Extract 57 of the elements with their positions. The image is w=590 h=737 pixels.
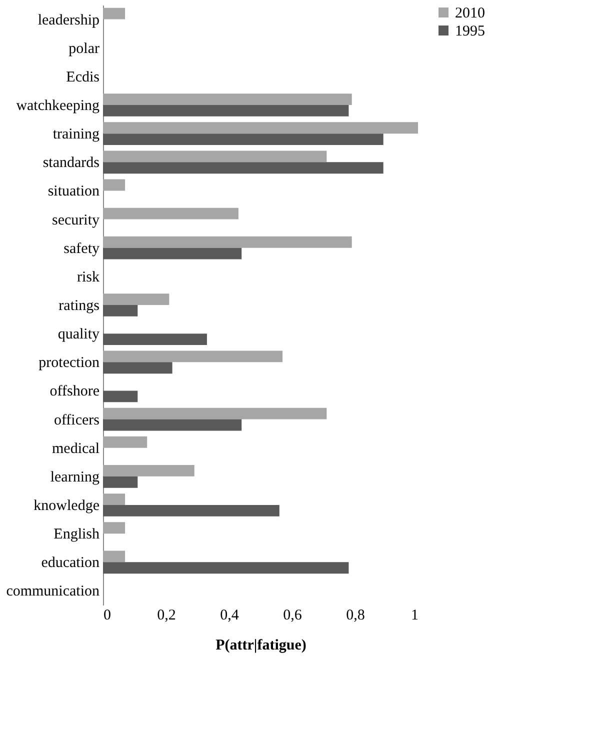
bar — [103, 162, 384, 174]
x-tick-label: 0 — [104, 608, 111, 624]
bar — [103, 494, 126, 505]
bar — [103, 362, 172, 374]
y-tick-label: standards — [42, 155, 100, 172]
bar — [103, 94, 352, 105]
legend-label: 1995 — [455, 24, 485, 40]
y-tick-label: ratings — [58, 298, 100, 314]
bar — [103, 305, 138, 316]
y-tick-label: learning — [50, 469, 100, 486]
x-tick-label: 0,6 — [283, 608, 302, 624]
bar — [103, 476, 138, 488]
y-tick-label: communication — [6, 584, 100, 600]
legend-label: 2010 — [455, 6, 485, 22]
x-axis-title: P(attr|fatigue) — [216, 638, 306, 654]
x-tick-label: 0,8 — [346, 608, 365, 624]
bar — [103, 248, 242, 260]
bar — [103, 350, 283, 362]
bar — [103, 465, 194, 476]
bar — [103, 419, 242, 431]
y-tick-label: Ecdis — [66, 69, 100, 86]
bar — [103, 134, 384, 145]
bar — [103, 150, 327, 162]
y-tick-label: training — [52, 126, 100, 143]
bar — [103, 294, 170, 305]
bar — [103, 122, 418, 134]
x-tick-label: 1 — [411, 608, 418, 624]
y-tick-label: knowledge — [34, 498, 100, 514]
bar — [103, 505, 280, 516]
y-tick-label: offshore — [50, 384, 100, 400]
bar — [103, 334, 207, 345]
bar — [103, 562, 349, 574]
y-tick-label: medical — [52, 440, 100, 457]
y-tick-label: English — [54, 526, 100, 543]
y-tick-label: safety — [64, 240, 100, 257]
y-tick-label: education — [41, 555, 100, 572]
y-tick-label: watchkeeping — [16, 98, 100, 114]
bar — [103, 208, 238, 220]
bar — [103, 8, 126, 20]
bar — [103, 236, 352, 248]
bar — [103, 390, 138, 402]
y-tick-label: risk — [77, 269, 100, 286]
x-tick-label: 0,4 — [220, 608, 240, 624]
bar — [103, 436, 148, 448]
bar — [103, 179, 126, 191]
y-tick-label: situation — [48, 184, 100, 200]
bar — [103, 408, 327, 420]
bar — [103, 105, 349, 116]
y-tick-label: security — [52, 212, 100, 228]
y-tick-label: officers — [54, 412, 100, 428]
y-tick-label: polar — [68, 40, 100, 57]
y-tick-label: protection — [38, 355, 100, 372]
y-tick-label: leadership — [38, 12, 100, 28]
bar — [103, 550, 126, 562]
x-tick-label: 0,2 — [157, 608, 176, 624]
bar — [103, 522, 126, 534]
y-tick-label: quality — [58, 326, 100, 343]
